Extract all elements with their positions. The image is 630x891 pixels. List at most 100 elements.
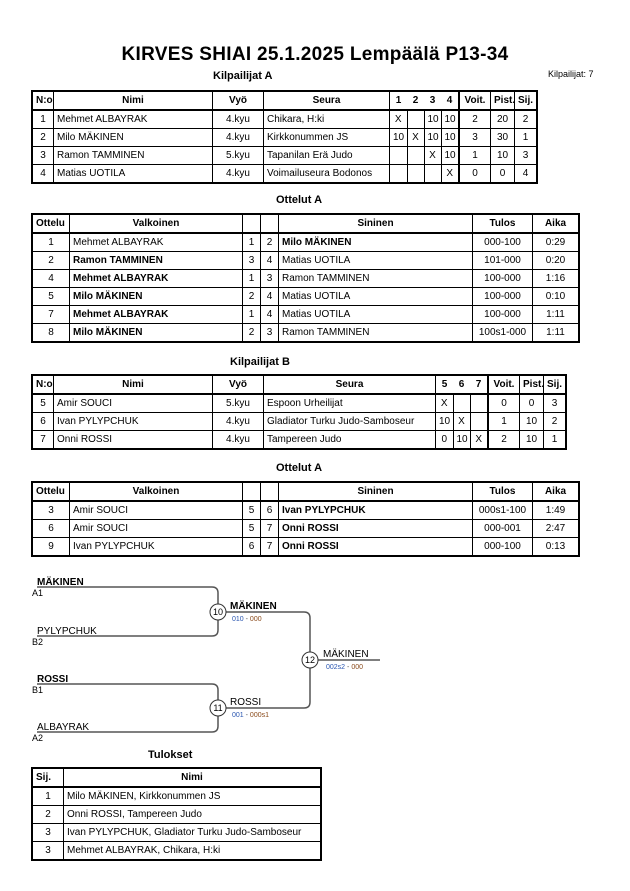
column-header (242, 213, 261, 234)
score: 101-000 (472, 251, 533, 270)
competitor-row: 2 Milo MÄKINEN 4.kyu Kirkkonummen JS 10 X 10 10… (31, 128, 538, 147)
blue-competitor: Onni ROSSI (278, 537, 473, 557)
column-header: 4 (441, 90, 459, 111)
white-competitor: Amir SOUCI (69, 519, 243, 538)
result-cell: 10 (440, 146, 460, 165)
wins: 2 (487, 430, 520, 450)
number: 1 (31, 109, 54, 129)
entry-seed: A1 (32, 588, 43, 598)
column-header: Valkoinen (69, 213, 243, 234)
time: 1:49 (532, 500, 580, 520)
result-cell: X (389, 109, 408, 129)
pool-a-heading: Kilpailijat A (213, 70, 273, 82)
points: 0 (490, 164, 515, 184)
club: Espoon Urheilijat (263, 393, 436, 413)
header-row: Sij. Nimi (31, 767, 322, 788)
name: Mehmet ALBAYRAK (53, 109, 213, 129)
page-title: KIRVES SHIAI 25.1.2025 Lempäälä P13-34 (121, 44, 509, 65)
blue-number: 7 (260, 519, 279, 538)
number: 4 (31, 164, 54, 184)
result-cell (406, 109, 425, 129)
result-cell (406, 164, 425, 184)
column-header: Nimi (53, 374, 213, 395)
column-header: Tulos (472, 481, 533, 502)
blue-number: 4 (260, 251, 279, 270)
rank: 3 (514, 146, 538, 165)
bracket-line (226, 611, 311, 709)
rank: 1 (31, 786, 64, 806)
result-cell: X (423, 146, 442, 165)
column-header: Ottelu (31, 213, 70, 234)
white-competitor: Milo MÄKINEN (69, 287, 243, 306)
competitor-row: 5 Amir SOUCI 5.kyu Espoon Urheilijat X 0 0 3 (31, 393, 567, 413)
result-cell: X (440, 164, 460, 184)
score-white: 010 (232, 616, 244, 623)
wins: 1 (487, 412, 520, 431)
name: Onni ROSSI (53, 430, 213, 450)
pool-a-table: N:o Nimi Vyö Seura 1 2 3 4 Voit. Pist. Sij. 1 Mehmet… (31, 90, 538, 184)
wins: 2 (458, 109, 491, 129)
matches-b-heading: Ottelut A (276, 462, 323, 474)
blue-competitor: Ivan PYLYPCHUK (278, 500, 473, 520)
match-circle (209, 699, 227, 717)
white-competitor: Ramon TAMMINEN (69, 251, 243, 270)
rank: 1 (543, 430, 567, 450)
result-row: 3 Mehmet ALBAYRAK, Chikara, H:ki (31, 841, 322, 861)
white-number: 5 (242, 500, 261, 520)
match-number: 9 (31, 537, 70, 557)
club: Chikara, H:ki (263, 109, 390, 129)
results-heading: Tulokset (148, 749, 193, 761)
column-header: Sij. (543, 374, 567, 395)
column-header: Pist. (490, 90, 515, 111)
score: 100-000 (472, 269, 533, 288)
match-row: 6 Amir SOUCI 5 7 Onni ROSSI 000-001 2:47 (31, 519, 580, 538)
column-header: Ottelu (31, 481, 70, 502)
result-row: 2 Onni ROSSI, Tampereen Judo (31, 805, 322, 824)
white-number: 5 (242, 519, 261, 538)
rank: 1 (514, 128, 538, 147)
belt: 4.kyu (212, 128, 264, 147)
points: 10 (490, 146, 515, 165)
svg-text:001 - 000s1: 001 - 000s1 (232, 712, 269, 719)
number: 7 (31, 430, 54, 450)
white-number: 1 (242, 232, 261, 252)
score: 100s1-000 (472, 323, 533, 343)
time: 0:10 (532, 287, 580, 306)
competitor-row: 6 Ivan PYLYPCHUK 4.kyu Gladiator Turku Judo… (31, 412, 567, 431)
white-competitor: Milo MÄKINEN (69, 323, 243, 343)
column-header: 6 (453, 374, 470, 395)
points: 10 (519, 412, 544, 431)
result-cell (389, 146, 408, 165)
match-number: 8 (31, 323, 70, 343)
match-circle (301, 651, 319, 669)
white-number: 3 (242, 251, 261, 270)
club: Gladiator Turku Judo-Samboseur (263, 412, 436, 431)
entry-seed: A2 (32, 733, 43, 743)
belt: 5.kyu (212, 393, 264, 413)
white-number: 1 (242, 305, 261, 324)
result-cell: 10 (389, 128, 408, 147)
score: 000-001 (472, 519, 533, 538)
column-header (260, 213, 279, 234)
svg-text:010 - 000: 010 - 000 (232, 616, 262, 623)
match-number: 2 (31, 251, 70, 270)
score: 000s1-100 (472, 500, 533, 520)
column-header: Aika (532, 213, 580, 234)
score: 100-000 (472, 287, 533, 306)
time: 1:11 (532, 323, 580, 343)
wins: 3 (458, 128, 491, 147)
column-header: Sij. (31, 767, 64, 788)
time: 0:29 (532, 232, 580, 252)
result-cell: 10 (452, 430, 471, 450)
time: 0:20 (532, 251, 580, 270)
wins: 0 (458, 164, 491, 184)
score-blue: 000 (351, 664, 363, 671)
white-number: 2 (242, 287, 261, 306)
result-cell (423, 164, 442, 184)
column-header: 7 (470, 374, 488, 395)
competitor-row: 1 Mehmet ALBAYRAK 4.kyu Chikara, H:ki X 10 10 2… (31, 109, 538, 129)
column-header: Vyö (212, 90, 264, 111)
score-white: 001 (232, 712, 244, 719)
match-row: 1 Mehmet ALBAYRAK 1 2 Milo MÄKINEN 000-100 0:2… (31, 232, 580, 252)
blue-competitor: Matias UOTILA (278, 251, 473, 270)
